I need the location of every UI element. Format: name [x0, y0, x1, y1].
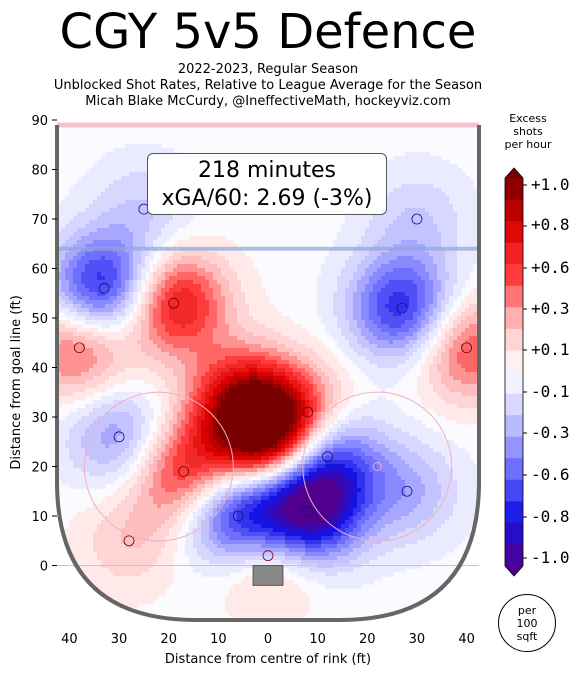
colorbar-tick-label: +0.8 [531, 215, 570, 234]
faceoff-circle-left [83, 391, 234, 542]
colorbar-tick-label: +0.1 [531, 340, 570, 359]
hotspot-marker [302, 406, 314, 418]
faceoff-dot-left [154, 462, 164, 472]
x-axis-label: Distance from centre of rink (ft) [165, 652, 371, 667]
hotspot-marker [461, 342, 472, 354]
unit-badge-line: 100 [516, 616, 538, 630]
colorbar-band [505, 328, 523, 351]
colorbar-tick-label: -0.8 [531, 507, 570, 526]
subtitle-description: Unblocked Shot Rates, Relative to League… [53, 78, 483, 93]
x-tick-label: 10 [210, 632, 227, 647]
hotspot-marker [237, 396, 249, 408]
goal-net [252, 565, 284, 586]
hotspot-marker [396, 302, 408, 314]
colorbar-band [505, 307, 523, 330]
x-tick-label: 40 [458, 632, 475, 647]
colorbar-band [505, 285, 523, 308]
hotspot-marker [178, 466, 190, 477]
colorbar-tick-label: +0.6 [531, 258, 570, 277]
colorbar-band [505, 393, 523, 416]
subtitle-season: 2022-2023, Regular Season [177, 62, 359, 77]
subtitle-credit: Micah Blake McCurdy, @IneffectiveMath, h… [85, 94, 451, 109]
colorbar-band [505, 178, 523, 201]
hotspot-marker [123, 535, 135, 547]
hotspot-marker [73, 342, 85, 354]
y-tick-label: 70 [31, 213, 48, 228]
colorbar-band [505, 522, 523, 545]
colorbar-band [505, 242, 523, 265]
rink-boards [55, 124, 481, 622]
hotspot-marker [262, 431, 274, 443]
hotspot-marker [322, 451, 333, 463]
colorbar-top-arrow [505, 168, 523, 178]
colorbar-tick-label: -0.1 [531, 382, 570, 401]
y-tick-label: 0 [40, 560, 48, 575]
unit-badge: per 100 sqft [498, 594, 556, 652]
annotation-xga: xGA/60: 2.69 (-3%) [161, 186, 373, 211]
colorbar-band [505, 544, 523, 567]
hotspot-marker [401, 485, 413, 497]
colorbar-title-line: Excess [509, 112, 547, 125]
x-tick-label: 30 [409, 632, 426, 647]
unit-badge-line: per [517, 603, 537, 617]
colorbar-outline [504, 167, 524, 577]
colorbar-band [505, 501, 523, 524]
y-tick-label: 30 [31, 411, 48, 426]
faceoff-dot-right [372, 462, 382, 472]
y-tick-label: 90 [31, 114, 48, 129]
colorbar-band [505, 199, 523, 222]
colorbar-band [505, 458, 523, 481]
y-tick-label: 50 [31, 312, 48, 327]
hotspot-marker [98, 282, 110, 294]
colorbar-tick-label: -0.3 [531, 423, 570, 442]
colorbar-title-line: per hour [504, 138, 552, 151]
colorbar-band [505, 436, 523, 459]
x-tick-label: 40 [61, 632, 78, 647]
y-tick-label: 40 [31, 362, 48, 377]
y-tick-label: 60 [31, 263, 48, 278]
chart-title: CGY 5v5 Defence [59, 4, 477, 60]
hotspot-marker [262, 550, 274, 562]
colorbar-band [505, 415, 523, 438]
colorbar-tick-label: +1.0 [531, 175, 570, 194]
colorbar-title-line: shots [513, 125, 543, 138]
hotspot-marker [113, 431, 125, 443]
faceoff-circle-right [302, 391, 453, 542]
y-tick-label: 20 [31, 461, 48, 476]
colorbar-bottom-arrow [505, 566, 523, 576]
annotation-minutes: 218 minutes [197, 158, 337, 183]
colorbar-tick-label: -1.0 [531, 548, 570, 567]
unit-badge-line: sqft [516, 629, 538, 643]
colorbar-band [505, 479, 523, 502]
y-axis-label: Distance from goal line (ft) [9, 295, 24, 469]
x-tick-label: 30 [111, 632, 128, 647]
colorbar-band [505, 350, 523, 373]
colorbar-tick-label: +0.3 [531, 299, 570, 318]
colorbar-band [505, 372, 523, 395]
colorbar-title: Excess shots per hour [498, 112, 558, 151]
hotspot-marker [302, 505, 314, 517]
colorbar-band [505, 264, 523, 287]
hotspot-marker [232, 510, 244, 522]
x-tick-label: 0 [264, 632, 272, 647]
y-tick-label: 80 [31, 164, 48, 179]
colorbar-tick-label: -0.6 [531, 465, 570, 484]
x-tick-label: 20 [359, 632, 376, 647]
colorbar-band [505, 221, 523, 244]
y-tick-label: 10 [31, 510, 48, 525]
hotspot-marker [411, 213, 423, 225]
hotspot-marker [168, 297, 180, 309]
x-tick-label: 10 [309, 632, 326, 647]
x-tick-label: 20 [160, 632, 177, 647]
summary-annotation: 218 minutes xGA/60: 2.69 (-3%) [147, 153, 387, 215]
